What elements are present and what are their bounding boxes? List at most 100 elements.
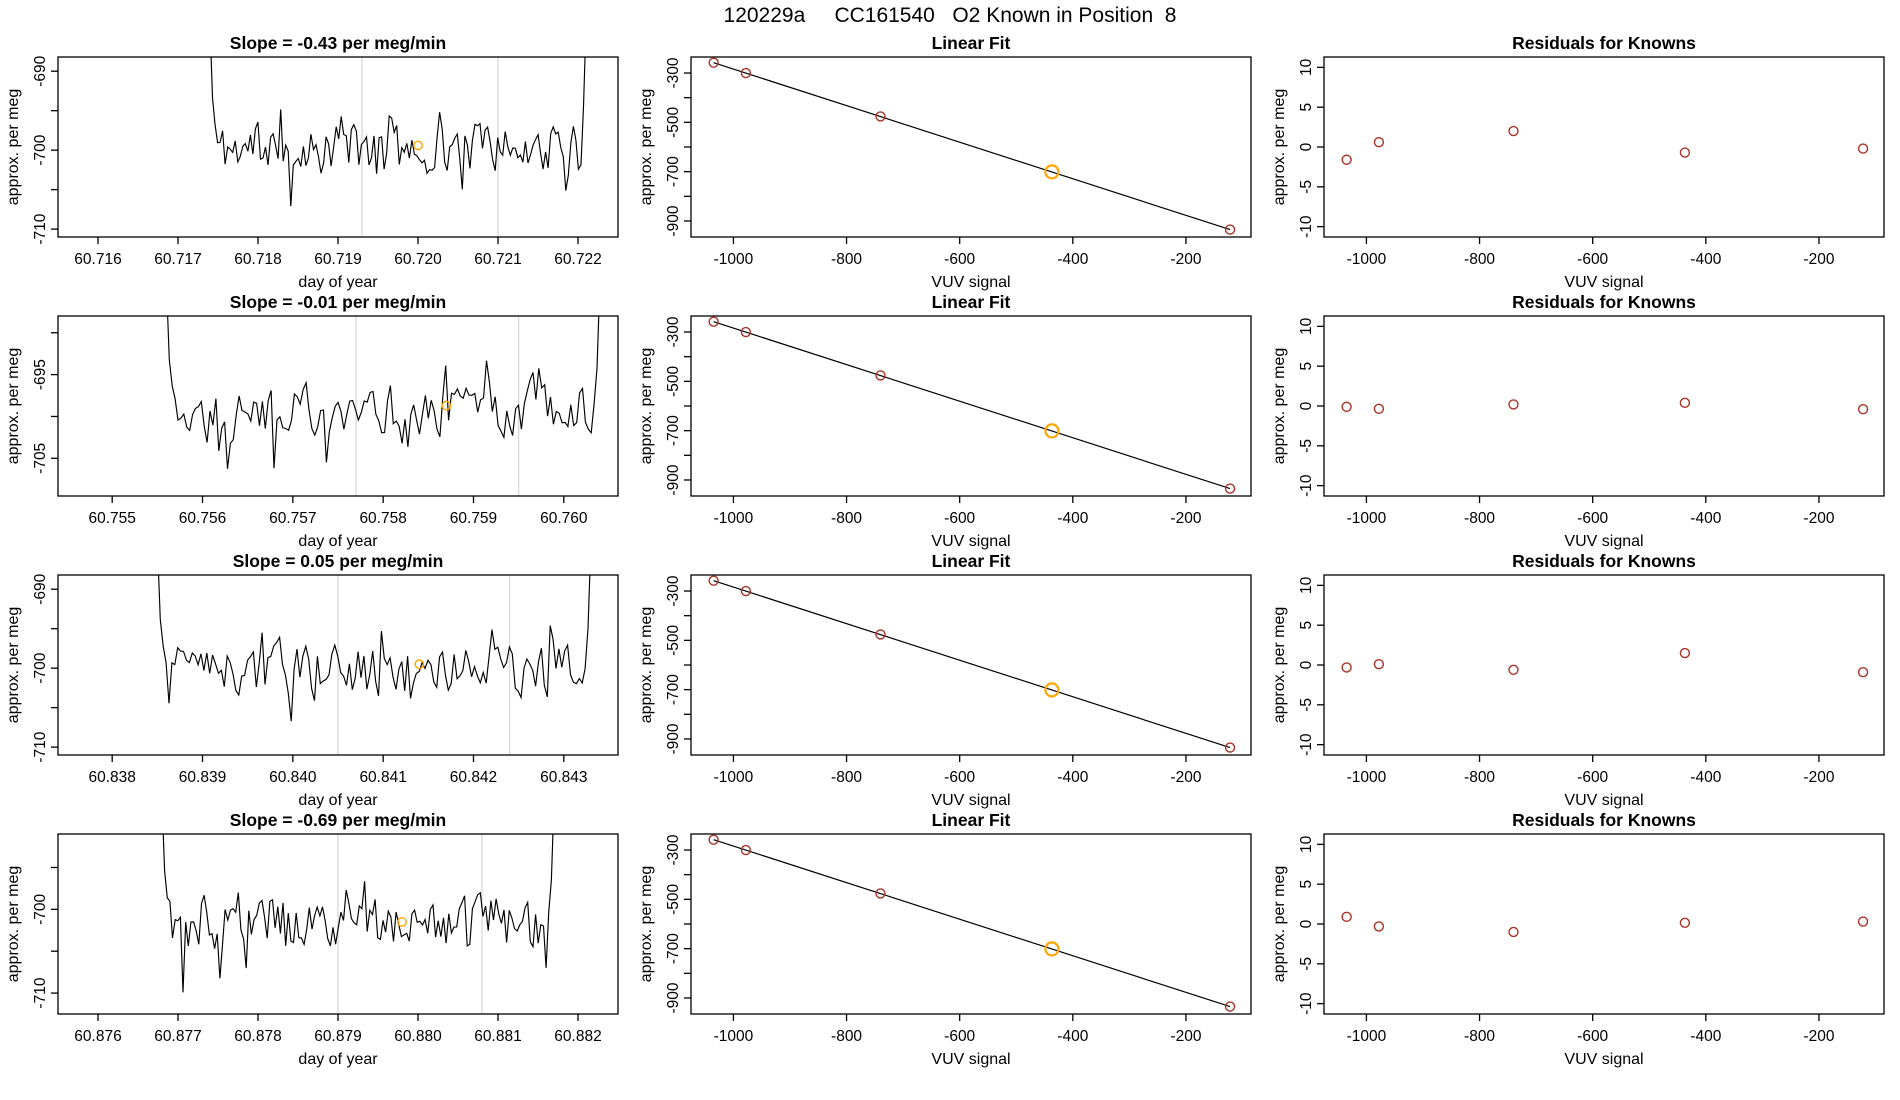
x-tick-label: 60.716 xyxy=(74,251,121,268)
y-tick-label: -500 xyxy=(665,365,682,396)
y-tick-label: -710 xyxy=(32,977,49,1008)
highlight-point xyxy=(397,917,407,927)
panel-residuals-row3: -1000 -800 -600 -400 -200 10 5 0 -5 -10 Residuals … xyxy=(1271,551,1885,809)
y-tick-label: -695 xyxy=(32,359,49,390)
panel-residuals-row1: -1000 -800 -600 -400 -200 10 5 0 -5 -10 Residuals … xyxy=(1271,33,1885,291)
y-tick-label: 0 xyxy=(1298,401,1315,410)
x-axis-label: VUV signal xyxy=(1564,1051,1643,1068)
x-axis-label: VUV signal xyxy=(1564,792,1643,809)
y-tick-label: -300 xyxy=(665,575,682,606)
x-tick-label: -400 xyxy=(1690,251,1721,268)
x-tick-label: -400 xyxy=(1057,1028,1088,1045)
data-point xyxy=(708,834,719,845)
y-axis-label: approx. per meg xyxy=(638,607,655,724)
highlight-point xyxy=(1044,423,1060,439)
y-tick-label: 5 xyxy=(1298,621,1315,630)
data-point xyxy=(1508,125,1519,137)
series-path xyxy=(162,834,554,993)
x-tick-label: -400 xyxy=(1690,769,1721,786)
x-tick-label: -1000 xyxy=(1347,769,1387,786)
y-tick-label: -5 xyxy=(1298,180,1315,194)
data-point xyxy=(740,585,752,597)
x-tick-label: 60.721 xyxy=(474,251,521,268)
panel-linear_fit-row1: -1000 -800 -600 -400 -200 -300 -500 -700 -900 Lin… xyxy=(638,33,1252,291)
data-point xyxy=(1341,401,1352,412)
series-path xyxy=(167,316,600,469)
data-point xyxy=(1224,483,1236,494)
y-axis-label: approx. per meg xyxy=(1271,866,1288,983)
y-tick-label: 10 xyxy=(1298,835,1315,853)
y-tick-label: -300 xyxy=(665,834,682,865)
y-tick-label: 5 xyxy=(1298,880,1315,889)
highlight-point xyxy=(441,400,452,411)
x-tick-label: 60.878 xyxy=(234,1028,281,1045)
y-tick-label: -900 xyxy=(665,723,682,754)
x-tick-label: 60.757 xyxy=(269,510,316,527)
panel-timeseries-row2: 60.755 60.756 60.757 60.758 60.759 60.760 -695… xyxy=(5,292,619,550)
series-path xyxy=(158,575,591,722)
data-point xyxy=(1373,921,1385,932)
x-tick-label: -800 xyxy=(831,251,862,268)
y-tick-label: -700 xyxy=(665,156,682,187)
x-tick-label: 60.760 xyxy=(540,510,588,527)
x-tick-label: -800 xyxy=(1464,1028,1495,1045)
x-axis-label: VUV signal xyxy=(931,533,1010,550)
x-tick-label: -200 xyxy=(1803,769,1834,786)
panel-title: Linear Fit xyxy=(932,551,1011,571)
data-point xyxy=(1857,143,1869,154)
fit-line xyxy=(713,321,1231,490)
x-tick-label: -600 xyxy=(1577,1028,1608,1045)
x-tick-label: -800 xyxy=(1464,510,1495,527)
data-point xyxy=(1224,224,1236,235)
x-tick-label: 60.718 xyxy=(234,251,281,268)
y-tick-label: -700 xyxy=(32,893,49,924)
x-tick-label: 60.720 xyxy=(394,251,442,268)
data-point xyxy=(875,888,886,899)
x-tick-label: 60.719 xyxy=(314,251,361,268)
panel-title: Residuals for Knowns xyxy=(1512,810,1696,830)
x-tick-label: -400 xyxy=(1690,510,1721,527)
data-point xyxy=(1373,403,1385,414)
x-tick-label: 60.876 xyxy=(74,1028,121,1045)
x-axis-label: VUV signal xyxy=(931,792,1010,809)
x-tick-label: -1000 xyxy=(714,1028,754,1045)
x-tick-label: -800 xyxy=(1464,769,1495,786)
plot-box xyxy=(690,56,1252,238)
panel-title: Residuals for Knowns xyxy=(1512,551,1696,571)
data-point xyxy=(1508,926,1519,938)
data-point xyxy=(1341,662,1352,673)
y-tick-label: -10 xyxy=(1298,215,1315,238)
x-tick-label: -200 xyxy=(1170,510,1201,527)
data-point xyxy=(1679,917,1691,929)
x-tick-label: 60.717 xyxy=(154,251,201,268)
x-tick-label: -1000 xyxy=(1347,510,1387,527)
x-tick-label: -200 xyxy=(1803,251,1834,268)
x-tick-label: -200 xyxy=(1803,510,1834,527)
x-tick-label: -1000 xyxy=(1347,1028,1387,1045)
x-axis-label: VUV signal xyxy=(1564,274,1643,291)
y-tick-label: -900 xyxy=(665,205,682,236)
y-tick-label: -900 xyxy=(665,982,682,1013)
y-axis-label: approx. per meg xyxy=(5,866,22,983)
panel-title: Residuals for Knowns xyxy=(1512,33,1696,53)
panel-title: Linear Fit xyxy=(932,810,1011,830)
data-point xyxy=(1679,397,1691,409)
highlight-point xyxy=(414,659,425,670)
x-tick-label: 60.758 xyxy=(359,510,406,527)
x-tick-label: -800 xyxy=(1464,251,1495,268)
y-tick-label: -900 xyxy=(665,464,682,495)
x-tick-label: -200 xyxy=(1170,1028,1201,1045)
highlight-point xyxy=(1044,164,1060,180)
x-tick-label: 60.880 xyxy=(394,1028,442,1045)
data-point xyxy=(1679,147,1691,158)
highlight-point xyxy=(1044,941,1060,957)
highlight-point xyxy=(1044,682,1060,698)
panel-title: Linear Fit xyxy=(932,33,1011,53)
plot-box xyxy=(57,56,619,238)
y-tick-label: 5 xyxy=(1298,362,1315,371)
x-tick-label: -600 xyxy=(1577,769,1608,786)
plot-box xyxy=(690,833,1252,1015)
panel-linear_fit-row3: -1000 -800 -600 -400 -200 -300 -500 -700 -900 Lin… xyxy=(638,551,1252,809)
y-tick-label: 0 xyxy=(1298,660,1315,669)
y-tick-label: 10 xyxy=(1298,58,1315,76)
